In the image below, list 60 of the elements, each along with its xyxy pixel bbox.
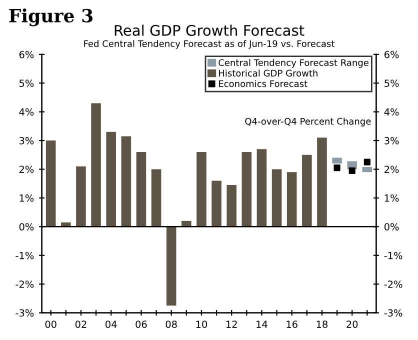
bar (212, 180, 222, 227)
y2-tick-label: 6% (384, 50, 399, 58)
x-tick-label: 20 (346, 320, 358, 328)
legend-label: Historical GDP Growth (219, 70, 318, 77)
y2-tick-label: 4% (384, 108, 399, 116)
bar (272, 169, 282, 227)
bar (256, 149, 267, 227)
x-tick-label: 14 (256, 320, 268, 328)
x-tick-label: 10 (196, 320, 208, 328)
y-tick-label: 2% (19, 166, 34, 174)
y-tick-label: -2% (16, 280, 34, 288)
bar (362, 166, 372, 172)
bar (76, 166, 86, 227)
bar (302, 154, 312, 227)
bar (136, 152, 146, 227)
caption: Figure 3 (9, 8, 92, 26)
chart-subtitle: Fed Central Tendency Forecast as of Jun-19 vs. Forecast (84, 40, 335, 49)
y-tick-label: -1% (16, 252, 34, 260)
y-tick-label: 3% (19, 137, 34, 144)
x-tick-label: 18 (316, 320, 328, 328)
legend-label: Economics Forecast (219, 80, 308, 88)
x-tick-label: 02 (75, 320, 86, 328)
bar (332, 158, 342, 164)
y2-tick-label: -2% (384, 280, 402, 288)
y2-tick-label: -3% (384, 309, 402, 317)
bar (166, 226, 176, 306)
x-tick-label: 12 (226, 320, 237, 328)
bar (196, 152, 206, 227)
bar (286, 172, 297, 227)
y2-tick-label: 0% (384, 223, 399, 230)
x-tick-label: 16 (286, 320, 298, 328)
y-tick-label: 4% (19, 108, 34, 116)
y2-tick-label: -1% (384, 252, 402, 260)
chart-title: Real GDP Growth Forecast (114, 24, 304, 36)
x-tick-label: 00 (45, 320, 56, 328)
bar (242, 152, 252, 227)
y2-tick-label: 3% (384, 137, 399, 144)
point (348, 167, 356, 174)
bar (317, 138, 327, 227)
y-tick-label: 1% (20, 194, 34, 202)
legend-label: Central Tendency Forecast Range (218, 59, 368, 68)
annotation: Q4-over-Q4 Percent Change (245, 118, 371, 126)
bar (151, 169, 162, 227)
bar (226, 185, 236, 227)
y-tick-label: 0% (19, 223, 34, 230)
x-tick-label: 04 (106, 320, 117, 328)
y2-tick-label: 5% (384, 80, 399, 87)
y2-tick-label: 1% (384, 194, 399, 202)
y-tick-label: 6% (19, 50, 34, 58)
x-tick-label: 06 (136, 320, 147, 328)
point (364, 158, 370, 166)
y2-tick-label: 2% (384, 166, 399, 174)
y-tick-label: 5% (19, 80, 34, 87)
bar (106, 132, 116, 227)
x-tick-label: 08 (166, 320, 177, 328)
point (334, 164, 340, 172)
y-tick-label: -3% (16, 309, 34, 317)
bar (91, 103, 101, 227)
bar (46, 140, 56, 227)
bar (121, 136, 132, 227)
